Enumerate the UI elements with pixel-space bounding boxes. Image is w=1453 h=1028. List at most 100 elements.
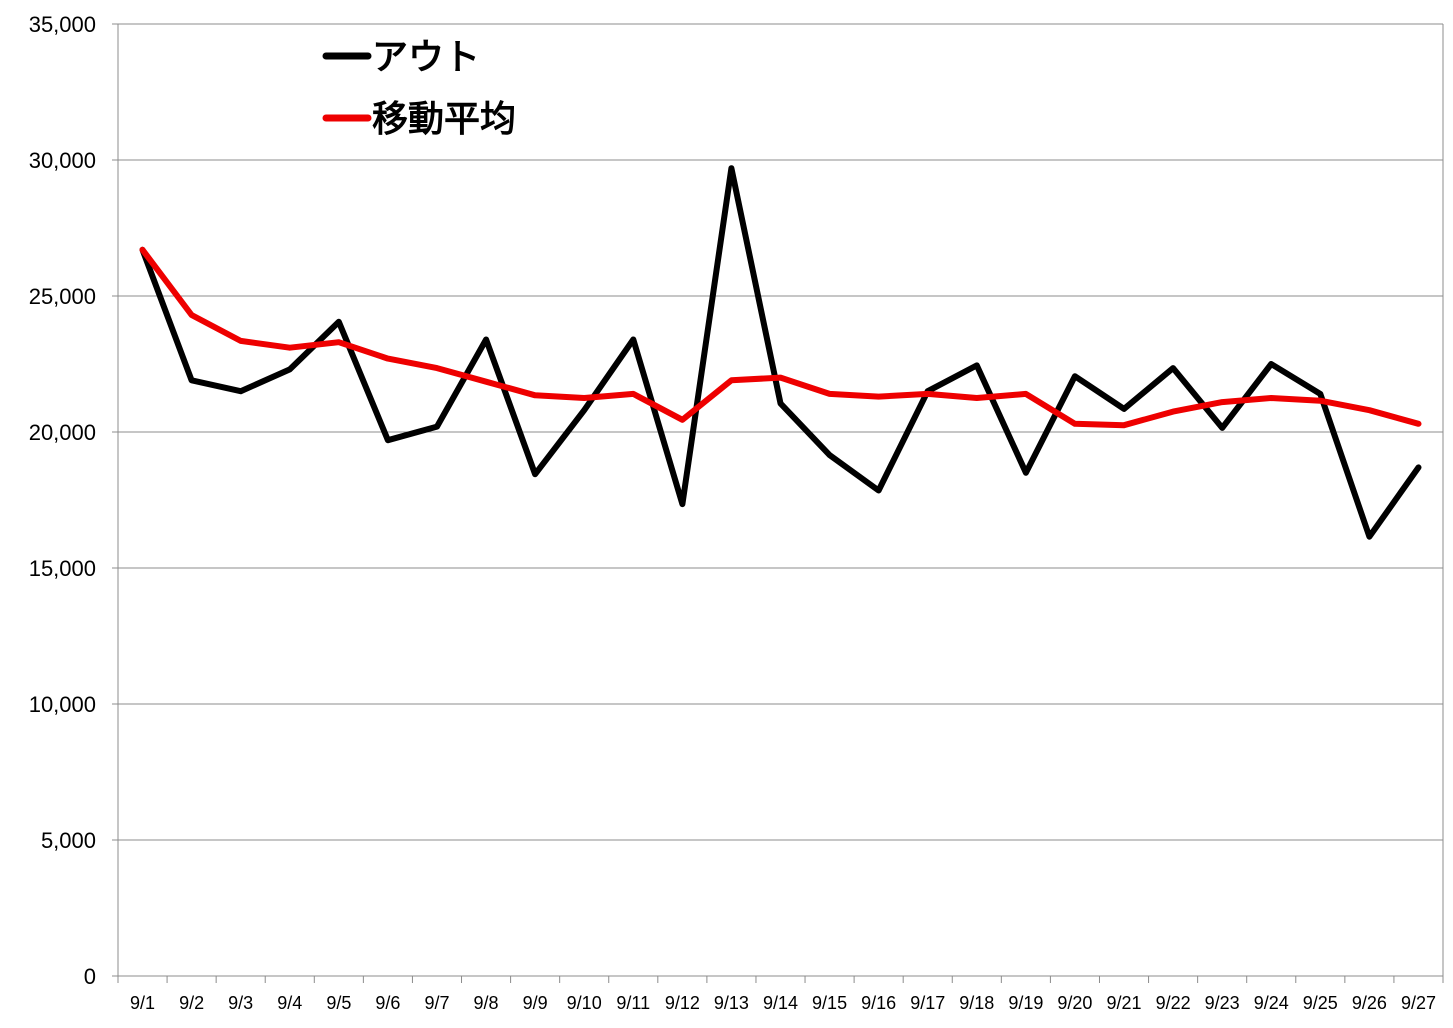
gridlines: [118, 23, 1443, 841]
data-point: [1268, 361, 1274, 367]
data-point: [728, 377, 734, 383]
x-tick-label: 9/19: [1008, 993, 1043, 1013]
data-point: [336, 319, 342, 325]
data-point: [778, 375, 783, 381]
data-point: [876, 487, 882, 493]
x-tick-label: 9/23: [1205, 993, 1240, 1013]
data-point: [827, 391, 833, 397]
data-point: [287, 366, 293, 372]
data-point: [238, 388, 244, 394]
data-point: [532, 392, 538, 398]
x-tick-label: 9/3: [228, 993, 253, 1013]
x-tick-label: 9/13: [714, 993, 749, 1013]
data-point: [1415, 464, 1421, 470]
y-tick-label: 30,000: [29, 148, 96, 173]
data-point: [925, 391, 931, 397]
data-point: [1415, 421, 1421, 427]
x-tick-label: 9/27: [1401, 993, 1436, 1013]
data-point: [679, 417, 685, 423]
x-tick-label: 9/21: [1106, 993, 1141, 1013]
data-point: [483, 337, 489, 343]
data-point: [581, 395, 587, 401]
x-tick-label: 9/16: [861, 993, 896, 1013]
y-tick-label: 25,000: [29, 284, 96, 309]
data-point: [140, 247, 146, 253]
data-point: [1219, 399, 1225, 405]
legend-label: アウト: [372, 37, 480, 78]
data-point: [1366, 407, 1372, 413]
data-point: [189, 312, 195, 318]
y-tick-label: 0: [84, 964, 96, 989]
data-point: [974, 395, 980, 401]
x-tick-label: 9/6: [375, 993, 400, 1013]
x-tick-label: 9/2: [179, 993, 204, 1013]
series-line: [139, 165, 1422, 540]
data-point: [189, 377, 195, 383]
data-point: [1023, 470, 1029, 476]
data-point: [581, 407, 587, 413]
data-point: [827, 452, 833, 458]
axes: [112, 23, 1444, 983]
series-lines: [139, 165, 1422, 540]
x-tick-label: 9/22: [1156, 993, 1191, 1013]
y-tick-label: 20,000: [29, 420, 96, 445]
x-tick-label: 9/8: [474, 993, 499, 1013]
data-point: [1121, 422, 1127, 428]
data-point: [1268, 395, 1274, 401]
data-point: [630, 391, 636, 397]
legend-item: 移動平均: [322, 99, 516, 140]
y-tick-label: 10,000: [29, 692, 96, 717]
data-point: [238, 338, 244, 344]
data-point: [728, 165, 734, 171]
x-tick-label: 9/11: [616, 993, 650, 1013]
data-point: [1023, 391, 1029, 397]
y-axis-tick-labels: 0 5,000 10,000 15,000 20,000 25,000 30,000 35,0…: [29, 12, 96, 989]
y-tick-label: 15,000: [29, 556, 96, 581]
x-tick-label: 9/7: [424, 993, 449, 1013]
x-tick-label: 9/15: [812, 993, 847, 1013]
series-1: [139, 165, 1422, 540]
data-point: [385, 437, 391, 443]
data-point: [679, 501, 685, 507]
data-point: [1121, 406, 1127, 412]
data-point: [532, 471, 538, 477]
data-point: [1170, 365, 1176, 371]
data-point: [483, 379, 489, 385]
x-tick-label: 9/1: [130, 993, 155, 1013]
data-point: [1317, 398, 1323, 404]
data-point: [434, 424, 440, 430]
data-point: [434, 365, 440, 371]
x-tick-label: 9/5: [326, 993, 351, 1013]
data-point: [630, 337, 636, 343]
x-tick-label: 9/26: [1352, 993, 1387, 1013]
data-point: [385, 356, 391, 362]
legend-label: 移動平均: [372, 99, 516, 140]
data-point: [1317, 391, 1323, 397]
y-tick-label: 35,000: [29, 12, 96, 37]
series-2: [139, 246, 1422, 429]
data-point: [1072, 373, 1078, 379]
data-point: [336, 339, 342, 345]
data-point: [876, 394, 882, 400]
data-point: [1072, 421, 1078, 427]
x-tick-label: 9/4: [277, 993, 302, 1013]
x-tick-label: 9/24: [1254, 993, 1289, 1013]
data-point: [778, 400, 783, 406]
data-point: [974, 362, 980, 368]
data-point: [1170, 409, 1176, 415]
x-tick-label: 9/25: [1303, 993, 1338, 1013]
x-tick-label: 9/17: [910, 993, 945, 1013]
x-tick-label: 9/12: [665, 993, 700, 1013]
y-tick-label: 5,000: [41, 828, 96, 853]
x-tick-label: 9/10: [567, 993, 602, 1013]
legend-item: アウト: [322, 37, 480, 78]
data-point: [287, 345, 293, 351]
data-point: [1366, 534, 1372, 540]
x-tick-label: 9/14: [763, 993, 798, 1013]
x-tick-label: 9/20: [1057, 993, 1092, 1013]
data-point: [1219, 425, 1225, 431]
x-axis-tick-labels: 9/1 9/2 9/3 9/4 9/5 9/6 9/7 9/8 9/9 9/10 9/11 9/12 9…: [130, 993, 1436, 1013]
x-tick-label: 9/9: [523, 993, 548, 1013]
